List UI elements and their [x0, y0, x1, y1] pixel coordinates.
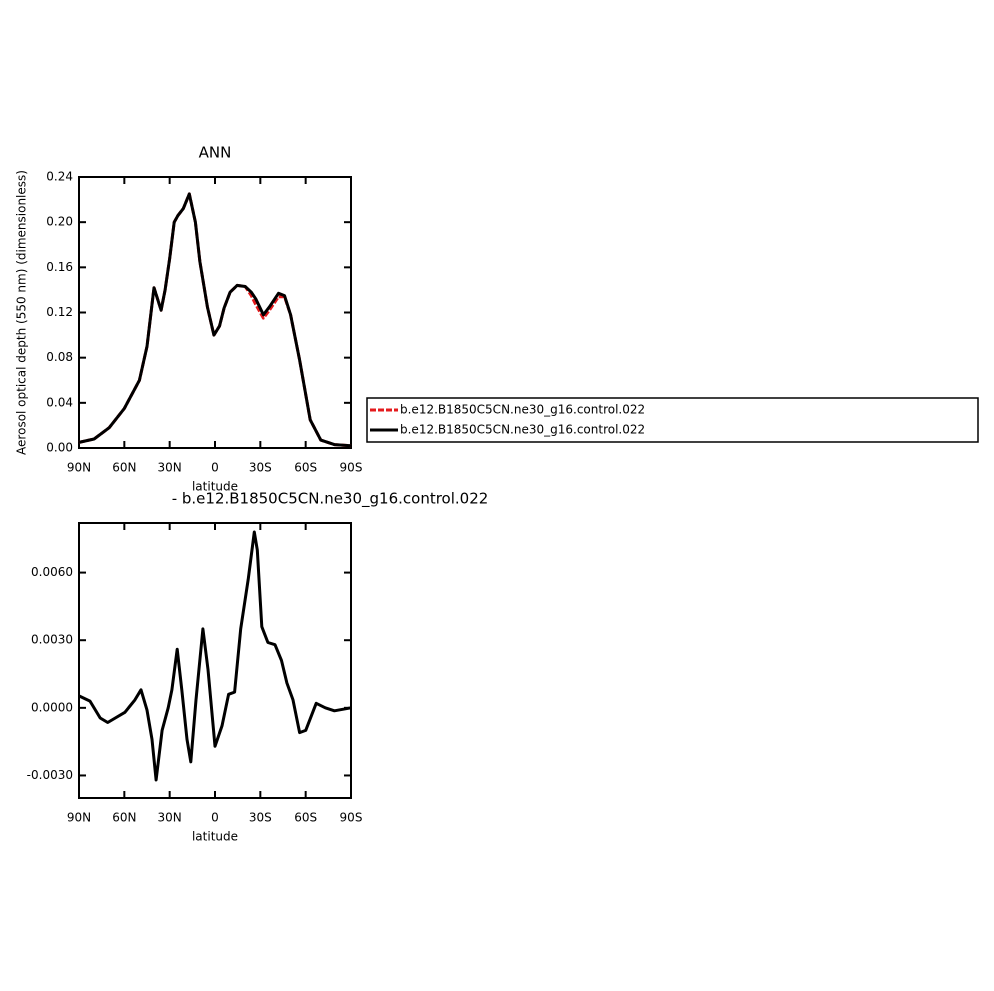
chart-title: - b.e12.B1850C5CN.ne30_g16.control.022: [172, 490, 489, 509]
x-tick-label: 30N: [158, 811, 182, 825]
x-axis-label: latitude: [192, 830, 238, 844]
y-tick-label: 0.12: [46, 305, 73, 319]
plot-frame: [78, 522, 352, 799]
x-tick-label: 90S: [340, 461, 363, 475]
x-tick-label: 60S: [294, 461, 317, 475]
x-axis-label: latitude: [192, 480, 238, 494]
x-tick-label: 30S: [249, 811, 272, 825]
x-tick-label: 60N: [112, 811, 136, 825]
data-line: [78, 530, 352, 782]
y-tick-label: -0.0030: [27, 768, 73, 782]
data-line: [78, 192, 352, 448]
x-tick-label: 0: [211, 811, 219, 825]
y-tick-label: 0.00: [46, 441, 73, 455]
plot-frame: [78, 176, 352, 449]
x-tick-label: 60S: [294, 811, 317, 825]
y-tick-label: 0.0030: [31, 633, 73, 647]
x-tick-label: 90N: [67, 811, 91, 825]
x-tick-label: 60N: [112, 461, 136, 475]
y-axis-label: Aerosol optical depth (550 nm) (dimensio…: [15, 170, 29, 455]
legend-box: [366, 397, 979, 443]
y-tick-label: 0.16: [46, 260, 73, 274]
x-tick-label: 30S: [249, 461, 272, 475]
chart-title: ANN: [199, 144, 232, 162]
x-tick-label: 0: [211, 461, 219, 475]
x-tick-label: 90N: [67, 461, 91, 475]
y-tick-label: 0.0000: [31, 700, 73, 714]
y-tick-label: 0.0060: [31, 565, 73, 579]
legend-label: b.e12.B1850C5CN.ne30_g16.control.022: [400, 403, 645, 417]
y-tick-label: 0.24: [46, 170, 73, 184]
legend-label: b.e12.B1850C5CN.ne30_g16.control.022: [400, 423, 645, 437]
data-line: [78, 192, 352, 448]
x-tick-label: 90S: [340, 811, 363, 825]
x-tick-label: 30N: [158, 461, 182, 475]
y-tick-label: 0.20: [46, 215, 73, 229]
y-tick-label: 0.08: [46, 350, 73, 364]
y-tick-label: 0.04: [46, 395, 73, 409]
